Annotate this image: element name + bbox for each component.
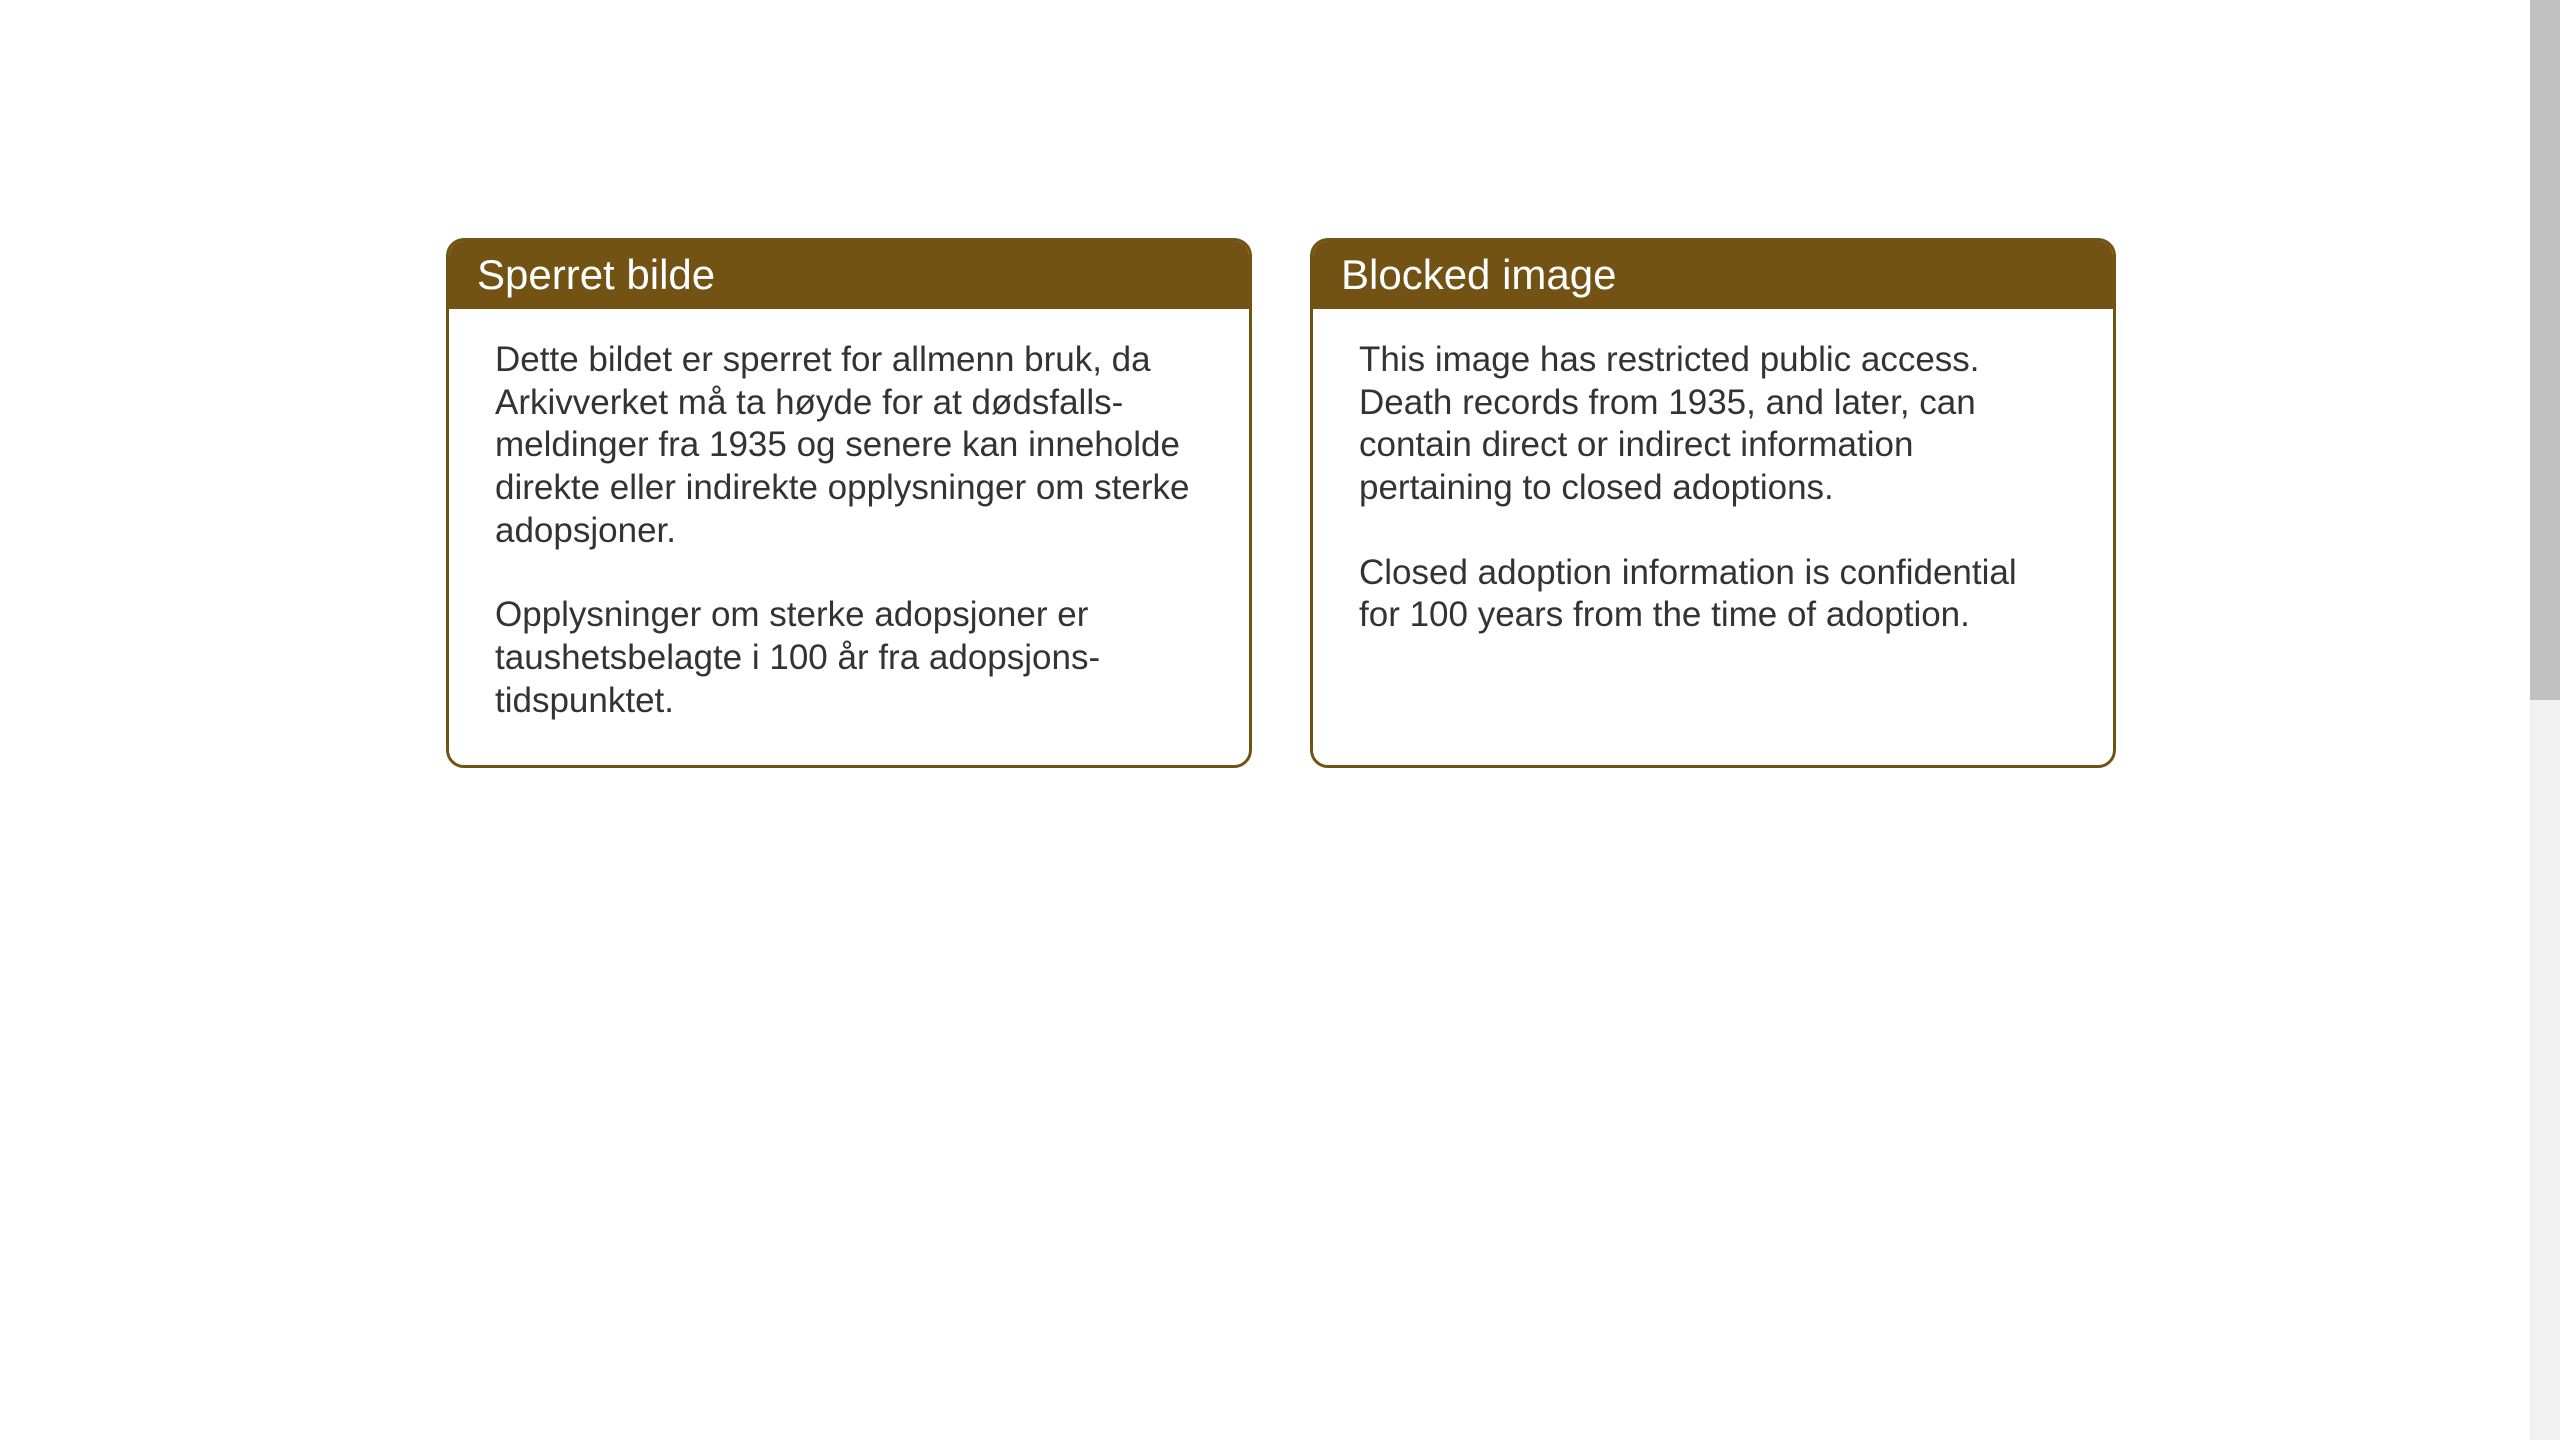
card-paragraph-2-norwegian: Opplysninger om sterke adopsjoner er tau… [495,594,1203,722]
cards-container: Sperret bilde Dette bildet er sperret fo… [446,238,2116,768]
card-title-norwegian: Sperret bilde [477,251,715,298]
card-header-norwegian: Sperret bilde [449,241,1249,309]
card-english: Blocked image This image has restricted … [1310,238,2116,768]
card-header-english: Blocked image [1313,241,2113,309]
scrollbar-thumb[interactable] [2530,0,2560,700]
card-paragraph-1-english: This image has restricted public access.… [1359,339,2067,510]
scrollbar-track[interactable] [2530,0,2560,1440]
card-body-norwegian: Dette bildet er sperret for allmenn bruk… [449,309,1249,765]
card-paragraph-2-english: Closed adoption information is confident… [1359,552,2067,637]
card-paragraph-1-norwegian: Dette bildet er sperret for allmenn bruk… [495,339,1203,552]
card-norwegian: Sperret bilde Dette bildet er sperret fo… [446,238,1252,768]
card-title-english: Blocked image [1341,251,1616,298]
card-body-english: This image has restricted public access.… [1313,309,2113,729]
